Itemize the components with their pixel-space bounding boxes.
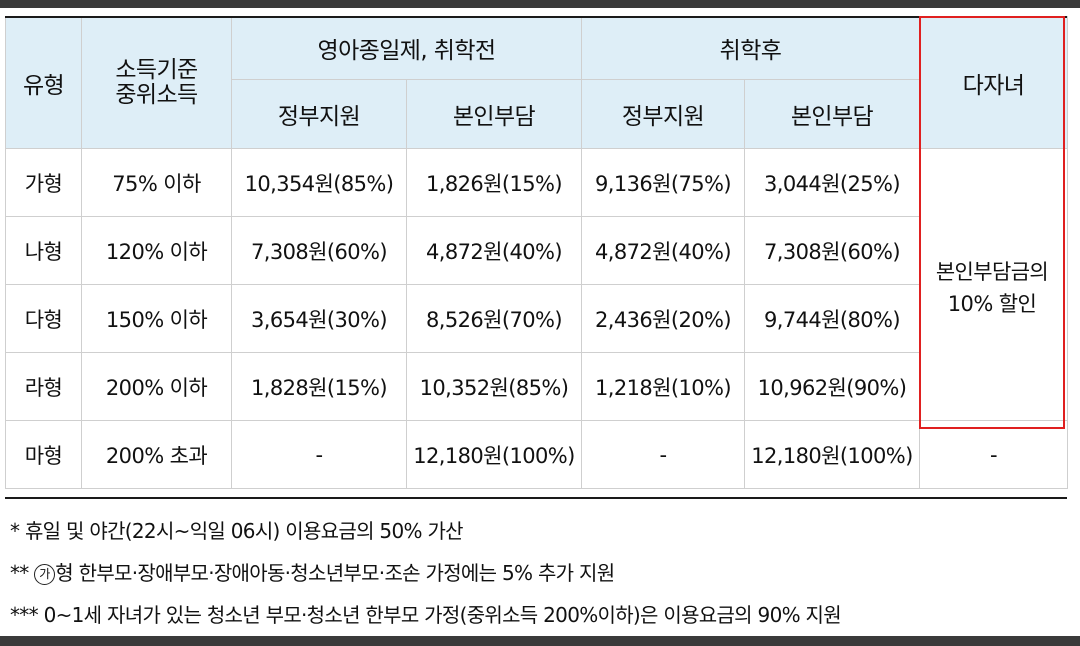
table-row: 마형 200% 초과 - 12,180원(100%) - 12,180원(100… [5,420,1068,489]
cell-infant-self: 1,826원(15%) [406,148,582,217]
cell-school-self: 9,744원(80%) [744,284,920,353]
cell-income: 120% 이하 [81,216,232,285]
footnote-2-mark: ** [10,561,29,585]
multi-discount-line1: 본인부담금의 [935,260,1049,284]
cell-infant-self: 12,180원(100%) [406,420,582,489]
footnote-3-mark: *** [10,603,39,627]
cell-infant-self: 8,526원(70%) [406,284,582,353]
cell-school-gov: 9,136원(75%) [581,148,745,217]
cell-infant-gov: 1,828원(15%) [231,352,407,421]
cell-infant-gov: 3,654원(30%) [231,284,407,353]
cell-infant-self: 10,352원(85%) [406,352,582,421]
footnote-3: *** 0~1세 자녀가 있는 청소년 부모·청소년 한부모 가정(중위소득 2… [10,594,1075,636]
multi-discount-text: 본인부담금의 10% 할인 [919,256,1065,320]
cell-income: 200% 이하 [81,352,232,421]
cell-school-gov: 2,436원(20%) [581,284,745,353]
cell-type: 가형 [5,148,82,217]
cell-income: 150% 이하 [81,284,232,353]
cell-income: 200% 초과 [81,420,232,489]
cell-infant-self: 4,872원(40%) [406,216,582,285]
cell-multi: - [919,420,1068,489]
cell-school-self: 3,044원(25%) [744,148,920,217]
header-school-group: 취학후 [581,16,920,80]
cell-type: 다형 [5,284,82,353]
cell-type: 라형 [5,352,82,421]
table-row: 나형 120% 이하 7,308원(60%) 4,872원(40%) 4,872… [5,216,1068,285]
childcare-fee-table: 유형 소득기준 중위소득 영아종일제, 취학전 취학후 다자녀 정부지원 본인부… [5,16,1068,489]
header-income-line2: 중위소득 [115,81,198,108]
cell-school-self: 7,308원(60%) [744,216,920,285]
footnote-1-mark: * [10,519,20,543]
circled-ga-icon: 가 [34,564,56,585]
table-row: 가형 75% 이하 10,354원(85%) 1,826원(15%) 9,136… [5,148,1068,421]
table-row: 라형 200% 이하 1,828원(15%) 10,352원(85%) 1,21… [5,352,1068,421]
multi-discount-line2: 10% 할인 [947,292,1037,316]
cell-school-self: 10,962원(90%) [744,352,920,421]
cell-school-self: 12,180원(100%) [744,420,920,489]
cell-type: 마형 [5,420,82,489]
header-school-self: 본인부담 [744,79,920,149]
table-bottom-rule [5,497,1067,499]
footnote-1-text: 휴일 및 야간(22시~익일 06시) 이용요금의 50% 가산 [24,519,464,543]
header-income: 소득기준 중위소득 [81,16,232,149]
table-row: 다형 150% 이하 3,654원(30%) 8,526원(70%) 2,436… [5,284,1068,353]
header-infant-group: 영아종일제, 취학전 [231,16,582,80]
document-sheet: 유형 소득기준 중위소득 영아종일제, 취학전 취학후 다자녀 정부지원 본인부… [0,8,1080,636]
cell-school-gov: 4,872원(40%) [581,216,745,285]
header-infant-self: 본인부담 [406,79,582,149]
cell-type: 나형 [5,216,82,285]
cell-infant-gov: 10,354원(85%) [231,148,407,217]
cell-income: 75% 이하 [81,148,232,217]
footnote-1: * 휴일 및 야간(22시~익일 06시) 이용요금의 50% 가산 [10,510,1075,552]
footnote-2-text: 형 한부모·장애부모·장애아동·청소년부모·조손 가정에는 5% 추가 지원 [55,561,615,585]
cell-school-gov: - [581,420,745,489]
header-multi-child: 다자녀 [919,16,1068,149]
cell-infant-gov: 7,308원(60%) [231,216,407,285]
header-infant-gov: 정부지원 [231,79,407,149]
table-top-rule [5,16,1067,18]
cell-infant-gov: - [231,420,407,489]
header-type: 유형 [5,16,82,149]
header-school-gov: 정부지원 [581,79,745,149]
header-income-line1: 소득기준 [115,56,198,83]
footnote-3-text: 0~1세 자녀가 있는 청소년 부모·청소년 한부모 가정(중위소득 200%이… [43,603,842,627]
cell-school-gov: 1,218원(10%) [581,352,745,421]
multi-child-highlight-box [919,16,1065,429]
